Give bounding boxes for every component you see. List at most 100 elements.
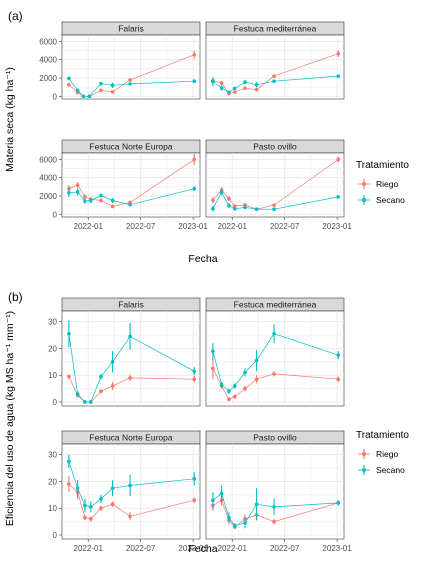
data-point xyxy=(219,190,224,195)
series-secano xyxy=(211,324,341,394)
data-point xyxy=(192,79,197,83)
data-point xyxy=(254,358,259,363)
y-tick-label: 0 xyxy=(53,210,58,219)
data-point xyxy=(75,486,80,490)
figure-label: (a) xyxy=(8,9,23,23)
x-axis-title: Fecha xyxy=(188,543,217,555)
figure-label: (b) xyxy=(8,290,23,304)
data-point xyxy=(99,497,103,501)
y-tick-label: 0 xyxy=(53,531,58,540)
y-tick-label: 2000 xyxy=(39,74,57,83)
legend-title: Tratamiento xyxy=(356,430,409,441)
data-point xyxy=(243,205,247,210)
data-point xyxy=(128,82,132,86)
data-point xyxy=(110,83,115,88)
data-point xyxy=(110,502,115,507)
y-tick-label: 2000 xyxy=(39,192,57,201)
panel-background xyxy=(61,152,201,218)
data-point xyxy=(227,515,231,520)
series-secano xyxy=(211,189,341,212)
y-tick-label: 30 xyxy=(48,318,57,327)
panel-title: Festuca Norte Europa xyxy=(89,142,172,152)
x-tick-label: 2022-07 xyxy=(270,544,300,553)
panel-title: Festuca mediterránea xyxy=(234,24,317,34)
panel-pasto-ovillo: Pasto ovillo 2022-01 2022-07 2023-01 xyxy=(205,139,352,231)
legend-label: Riego xyxy=(376,449,398,459)
data-point xyxy=(192,498,197,502)
data-point xyxy=(254,377,259,382)
data-point xyxy=(272,74,276,78)
data-point xyxy=(110,360,115,364)
data-point xyxy=(254,83,259,87)
panel-background xyxy=(61,443,201,540)
data-point xyxy=(254,502,259,507)
series-line xyxy=(68,188,195,206)
data-point xyxy=(67,331,71,336)
data-point xyxy=(83,503,87,508)
series-line xyxy=(68,461,195,508)
series-secano xyxy=(67,320,197,404)
x-tick-label: 2023-01 xyxy=(322,544,352,553)
data-point xyxy=(219,382,224,387)
legend-entry-secano: Secano xyxy=(358,195,405,205)
data-point xyxy=(233,90,237,94)
data-point xyxy=(75,190,80,194)
data-point xyxy=(67,190,71,195)
data-point xyxy=(89,198,93,203)
series-riego xyxy=(211,50,341,96)
data-point xyxy=(243,80,247,84)
series-line xyxy=(68,483,195,520)
y-tick-label: 10 xyxy=(48,371,57,380)
legend-key-point xyxy=(362,468,366,472)
panel-festuca-mediterranea: Festuca mediterránea xyxy=(205,21,345,100)
data-point xyxy=(128,334,132,339)
y-tick-label: 4000 xyxy=(39,56,57,65)
y-tick-label: 6000 xyxy=(39,155,57,164)
legend: Tratamiento Riego Secano xyxy=(356,160,409,205)
y-axis-title: Materia seca (kg ha⁻¹) xyxy=(4,67,16,172)
data-point xyxy=(254,87,259,92)
data-point xyxy=(99,88,103,93)
panel-background xyxy=(205,310,345,407)
data-point xyxy=(192,369,197,374)
data-point xyxy=(219,81,224,85)
series-line xyxy=(68,333,195,403)
data-point xyxy=(99,193,103,198)
series-line xyxy=(212,53,339,94)
panel-title: Festuca mediterránea xyxy=(234,300,317,310)
data-point xyxy=(128,202,132,207)
y-axis-title: Eficiencia del uso de agua (kg MS ha⁻¹ m… xyxy=(4,311,16,526)
data-point xyxy=(87,94,92,99)
panel-festuca-mediterranea: Festuca mediterránea xyxy=(205,297,345,407)
data-point xyxy=(110,486,115,490)
panel-pasto-ovillo: Pasto ovillo 2022-01 2022-07 2023-01 xyxy=(205,430,352,553)
data-point xyxy=(233,206,237,211)
y-tick-label: 30 xyxy=(48,451,57,460)
y-tick-label: 20 xyxy=(48,344,57,353)
data-point xyxy=(336,353,341,357)
panel-title: Falaris xyxy=(118,300,144,310)
data-point xyxy=(128,376,132,380)
y-tick-label: 0 xyxy=(53,92,58,101)
legend: Tratamiento Riego Secano xyxy=(356,430,409,475)
data-point xyxy=(81,94,86,99)
legend-title: Tratamiento xyxy=(356,160,409,171)
data-point xyxy=(272,505,276,509)
data-point xyxy=(227,389,231,394)
data-point xyxy=(211,79,215,84)
data-point xyxy=(83,515,87,520)
series-line xyxy=(212,368,339,400)
data-point xyxy=(99,374,103,379)
data-point xyxy=(233,394,237,399)
data-point xyxy=(227,203,231,208)
data-point xyxy=(243,521,247,525)
y-tick-label: 4000 xyxy=(39,174,57,183)
data-point xyxy=(219,86,224,90)
legend-entry-riego: Riego xyxy=(358,179,398,189)
data-point xyxy=(110,384,115,388)
x-tick-label: 2022-01 xyxy=(218,544,248,553)
panel-title: Falaris xyxy=(118,24,144,34)
legend-key-point xyxy=(362,198,366,202)
data-point xyxy=(192,186,197,191)
